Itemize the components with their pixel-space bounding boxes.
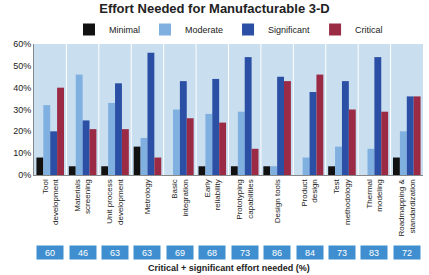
svg-text:Unit processdevelopment: Unit processdevelopment [105,178,124,225]
svg-text:Thermalmodeling: Thermalmodeling [365,179,384,212]
svg-text:84: 84 [305,248,315,258]
svg-text:73: 73 [240,248,250,258]
svg-text:Metrology: Metrology [143,179,152,214]
svg-text:60: 60 [45,248,55,258]
svg-text:63: 63 [110,248,120,258]
svg-text:Moderate: Moderate [185,25,223,35]
svg-text:10%: 10% [13,148,31,158]
svg-text:Minimal: Minimal [109,25,140,35]
svg-text:Basicintegration: Basicintegration [170,179,189,216]
svg-text:40%: 40% [13,83,31,93]
svg-text:83: 83 [369,248,379,258]
svg-text:63: 63 [142,248,152,258]
svg-text:Materialsscreening: Materialsscreening [73,179,92,214]
svg-text:Critical: Critical [355,25,383,35]
svg-text:Tooldevelopment: Tooldevelopment [41,178,60,225]
svg-text:46: 46 [78,248,88,258]
svg-text:50%: 50% [13,61,31,71]
svg-text:Earlyreliability: Earlyreliability [203,179,222,210]
svg-text:20%: 20% [13,126,31,136]
svg-text:69: 69 [175,248,185,258]
svg-text:30%: 30% [13,105,31,115]
svg-text:Roadmapping &standardization: Roadmapping &standardization [397,179,416,237]
svg-text:Testmethodology: Testmethodology [332,178,351,225]
svg-text:60%: 60% [13,39,31,49]
svg-text:Critical + significant effort: Critical + significant effort needed (%) [148,263,310,273]
svg-text:Significant: Significant [268,25,310,35]
svg-text:Productdesign: Productdesign [300,178,319,206]
svg-text:Prototypingcapabilities: Prototypingcapabilities [235,179,254,219]
svg-text:68: 68 [207,248,217,258]
svg-text:Effort Needed for Manufacturab: Effort Needed for Manufacturable 3-D [99,1,329,16]
svg-text:Design tools: Design tools [273,179,282,223]
svg-text:86: 86 [272,248,282,258]
svg-text:0%: 0% [18,170,31,180]
svg-text:73: 73 [337,248,347,258]
svg-text:72: 72 [402,248,412,258]
